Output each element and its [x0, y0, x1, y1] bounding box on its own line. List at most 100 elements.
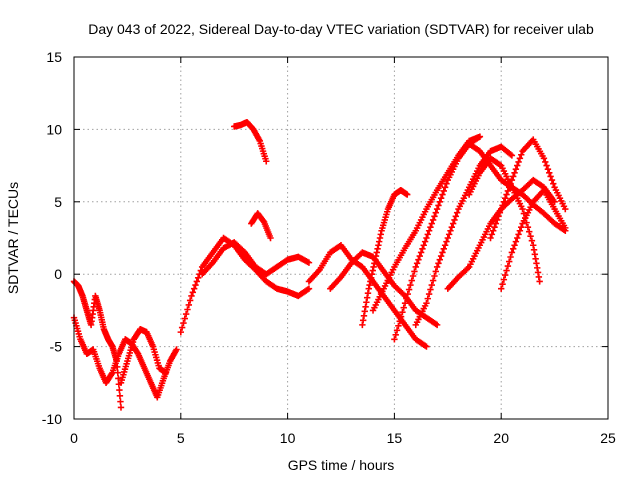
grid-lines [74, 57, 608, 419]
data-point [417, 249, 425, 256]
data-point [367, 278, 374, 285]
data-point [182, 310, 190, 318]
data-point [421, 238, 429, 245]
data-point [433, 321, 441, 329]
data-point [362, 303, 369, 310]
data-point [403, 295, 410, 302]
data-point [516, 227, 524, 234]
chart-title: Day 043 of 2022, Sidereal Day-to-day VTE… [88, 21, 594, 37]
series-trace-p [465, 155, 543, 285]
y-tick-label: 15 [46, 49, 62, 65]
axis-ticks: 0 5 10 15 20 25 -10 -5 0 5 10 15 [42, 49, 616, 446]
data-point [116, 392, 124, 400]
data-point [377, 231, 384, 238]
data-point [511, 242, 518, 249]
data-point [177, 328, 184, 336]
data-point [427, 286, 434, 293]
x-tick-label: 5 [177, 430, 185, 446]
data-point [415, 256, 422, 263]
data-point [184, 306, 191, 313]
data-point [503, 191, 510, 198]
data-point [544, 166, 552, 173]
data-point [370, 263, 377, 271]
data-point [416, 252, 423, 260]
series-trace-a [70, 314, 180, 401]
data-point [427, 223, 434, 231]
data-point [424, 231, 431, 238]
data-point [514, 234, 521, 242]
data-point [432, 268, 439, 275]
data-point [113, 357, 120, 365]
x-axis-title: GPS time / hours [288, 457, 395, 473]
data-point [507, 253, 514, 261]
data-point [396, 318, 403, 325]
data-point [547, 173, 554, 180]
data-point [439, 191, 446, 198]
data-point [489, 227, 497, 234]
data-point [181, 315, 189, 322]
data-point [437, 194, 445, 202]
data-point [117, 404, 125, 411]
data-point [491, 223, 498, 231]
data-point [443, 180, 450, 187]
data-point [542, 158, 549, 166]
data-point [188, 292, 195, 300]
data-point [368, 271, 376, 278]
data-point [488, 231, 496, 238]
data-point [530, 242, 537, 249]
x-tick-label: 25 [600, 430, 616, 446]
data-point [531, 251, 539, 258]
data-point [453, 209, 461, 216]
data-point [366, 281, 373, 289]
data-point [526, 228, 533, 235]
data-point [413, 260, 421, 267]
data-point [193, 278, 201, 285]
data-point [515, 158, 522, 166]
data-point [371, 260, 378, 267]
data-point [527, 232, 534, 240]
data-point [305, 285, 313, 292]
data-point [423, 234, 430, 242]
data-point [447, 227, 454, 234]
data-point [476, 133, 484, 140]
y-tick-label: 5 [54, 194, 62, 210]
data-point [375, 242, 382, 249]
data-point [518, 223, 525, 231]
data-point [535, 273, 543, 281]
data-point [420, 242, 427, 249]
data-point [373, 249, 380, 256]
data-point [431, 272, 438, 280]
x-tick-label: 20 [493, 430, 509, 446]
data-point [374, 245, 381, 253]
data-point [423, 299, 430, 307]
series-trace-b [70, 278, 125, 411]
data-point [504, 187, 512, 195]
data-point [397, 313, 405, 320]
data-point [364, 290, 372, 297]
data-point [263, 158, 270, 165]
data-point [115, 375, 122, 382]
data-point [405, 286, 413, 293]
data-point [372, 252, 380, 260]
data-point [114, 363, 121, 371]
data-point [428, 220, 435, 227]
data-point [361, 308, 368, 315]
data-point [441, 242, 449, 249]
data-point [185, 301, 193, 309]
data-point [511, 169, 518, 177]
data-point [375, 238, 383, 245]
data-point [514, 162, 521, 169]
data-point [419, 245, 426, 253]
data-point [363, 294, 371, 301]
data-point [436, 198, 443, 205]
data-point [404, 191, 411, 198]
data-point [532, 255, 539, 263]
data-point [536, 278, 543, 285]
data-point [449, 220, 457, 227]
data-point [487, 234, 494, 242]
data-point [499, 280, 506, 288]
series-trace-g [248, 210, 274, 242]
series-trace-r [498, 187, 569, 292]
data-point [518, 151, 525, 158]
series-trace-q [444, 176, 558, 292]
